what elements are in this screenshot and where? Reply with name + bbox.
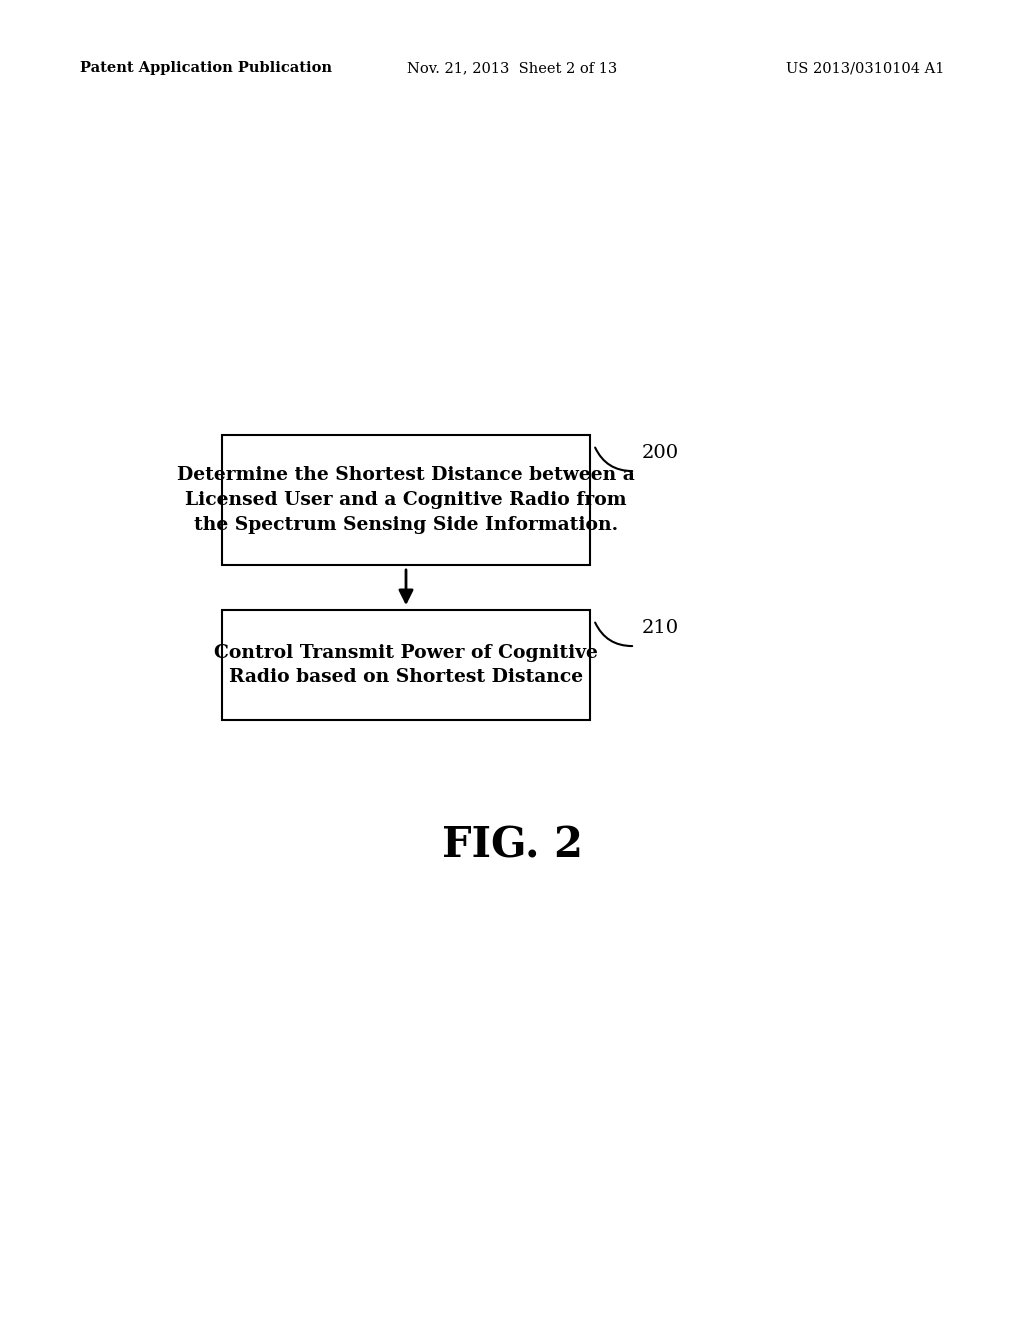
Text: Determine the Shortest Distance between a
Licensed User and a Cognitive Radio fr: Determine the Shortest Distance between … xyxy=(177,466,635,535)
Text: Control Transmit Power of Cognitive
Radio based on Shortest Distance: Control Transmit Power of Cognitive Radi… xyxy=(214,644,598,686)
Text: US 2013/0310104 A1: US 2013/0310104 A1 xyxy=(785,61,944,75)
Text: Nov. 21, 2013  Sheet 2 of 13: Nov. 21, 2013 Sheet 2 of 13 xyxy=(407,61,617,75)
Text: 210: 210 xyxy=(642,619,679,638)
Bar xyxy=(222,610,590,719)
Text: 200: 200 xyxy=(642,444,679,462)
Bar xyxy=(222,436,590,565)
Text: FIG. 2: FIG. 2 xyxy=(441,824,583,866)
Text: Patent Application Publication: Patent Application Publication xyxy=(80,61,332,75)
